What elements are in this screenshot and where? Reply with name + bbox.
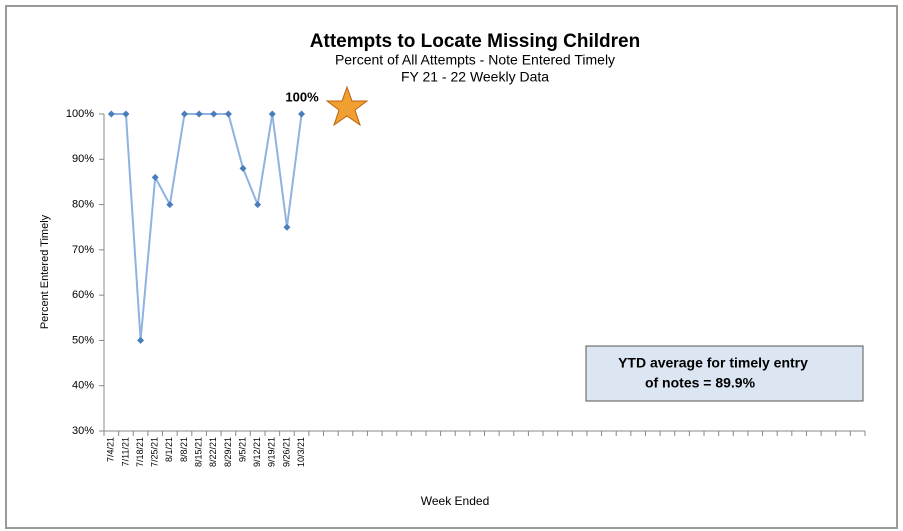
- data-line: [111, 113, 303, 341]
- data-point: [151, 173, 159, 181]
- annotation: 100%: [285, 89, 319, 104]
- x-tick-label: 10/3/21: [296, 437, 306, 467]
- y-tick-label: 50%: [72, 334, 94, 346]
- y-axis-label: Percent Entered Timely: [39, 214, 51, 329]
- data-point: [107, 110, 115, 118]
- x-tick-label: 8/29/21: [223, 437, 233, 467]
- y-tick-label: 60%: [72, 289, 94, 301]
- data-point: [283, 223, 291, 231]
- x-tick-label: 8/8/21: [179, 437, 189, 462]
- data-point: [268, 110, 276, 118]
- data-point: [195, 110, 203, 118]
- x-tick-label: 9/26/21: [281, 437, 291, 467]
- data-point: [166, 201, 174, 209]
- x-tick-label: 8/22/21: [208, 437, 218, 467]
- data-point: [180, 110, 188, 118]
- y-tick-label: 100%: [66, 108, 94, 120]
- note-box: [585, 345, 864, 402]
- note-text: of notes = 89.9%: [645, 375, 756, 391]
- chart-subtitle: FY 21 - 22 Weekly Data: [401, 69, 549, 85]
- x-tick-label: 9/12/21: [252, 437, 262, 467]
- chart-title: Attempts to Locate Missing Children: [310, 31, 640, 52]
- data-point: [254, 201, 262, 209]
- star-icon: [325, 85, 369, 127]
- x-axis-label: Week Ended: [421, 494, 490, 508]
- y-tick-label: 40%: [72, 380, 94, 392]
- x-tick-label: 9/5/21: [237, 437, 247, 462]
- data-point: [239, 164, 247, 172]
- chart-border: [5, 5, 898, 529]
- x-tick-label: 8/15/21: [194, 437, 204, 467]
- x-tick-label: 7/25/21: [150, 437, 160, 467]
- y-tick-label: 70%: [72, 244, 94, 256]
- y-tick-label: 80%: [72, 198, 94, 210]
- x-tick-label: 7/11/21: [120, 437, 130, 466]
- data-point: [122, 110, 130, 118]
- y-tick-label: 30%: [72, 425, 94, 437]
- y-tick-label: 90%: [72, 153, 94, 165]
- data-point: [137, 336, 145, 344]
- x-tick-label: 7/18/21: [135, 437, 145, 467]
- note-text: YTD average for timely entry: [618, 355, 808, 371]
- data-point: [298, 110, 306, 118]
- chart-subtitle: Percent of All Attempts - Note Entered T…: [335, 52, 615, 68]
- data-point: [224, 110, 232, 118]
- x-tick-label: 7/4/21: [106, 437, 116, 462]
- x-tick-label: 9/19/21: [267, 437, 277, 467]
- x-tick-label: 8/1/21: [164, 437, 174, 462]
- data-point: [210, 110, 218, 118]
